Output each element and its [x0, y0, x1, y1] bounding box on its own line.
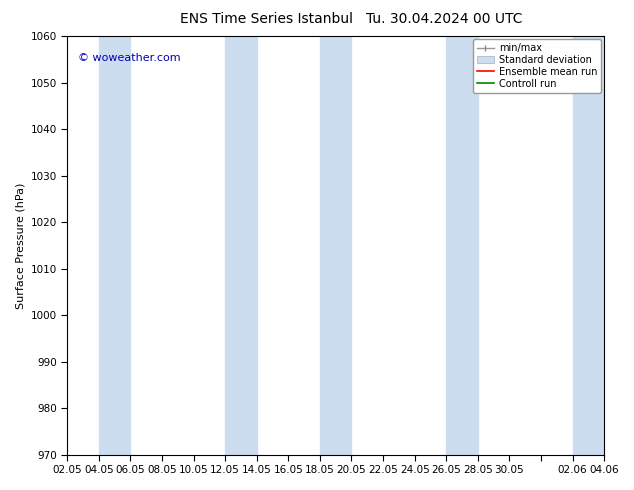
Bar	[225, 36, 257, 455]
Bar	[320, 36, 351, 455]
Text: © woweather.com: © woweather.com	[78, 53, 181, 63]
Y-axis label: Surface Pressure (hPa): Surface Pressure (hPa)	[15, 182, 25, 309]
Bar	[446, 36, 478, 455]
Bar	[99, 36, 131, 455]
Text: ENS Time Series Istanbul: ENS Time Series Istanbul	[180, 12, 353, 26]
Bar	[573, 36, 604, 455]
Text: Tu. 30.04.2024 00 UTC: Tu. 30.04.2024 00 UTC	[366, 12, 522, 26]
Legend: min/max, Standard deviation, Ensemble mean run, Controll run: min/max, Standard deviation, Ensemble me…	[472, 39, 601, 93]
